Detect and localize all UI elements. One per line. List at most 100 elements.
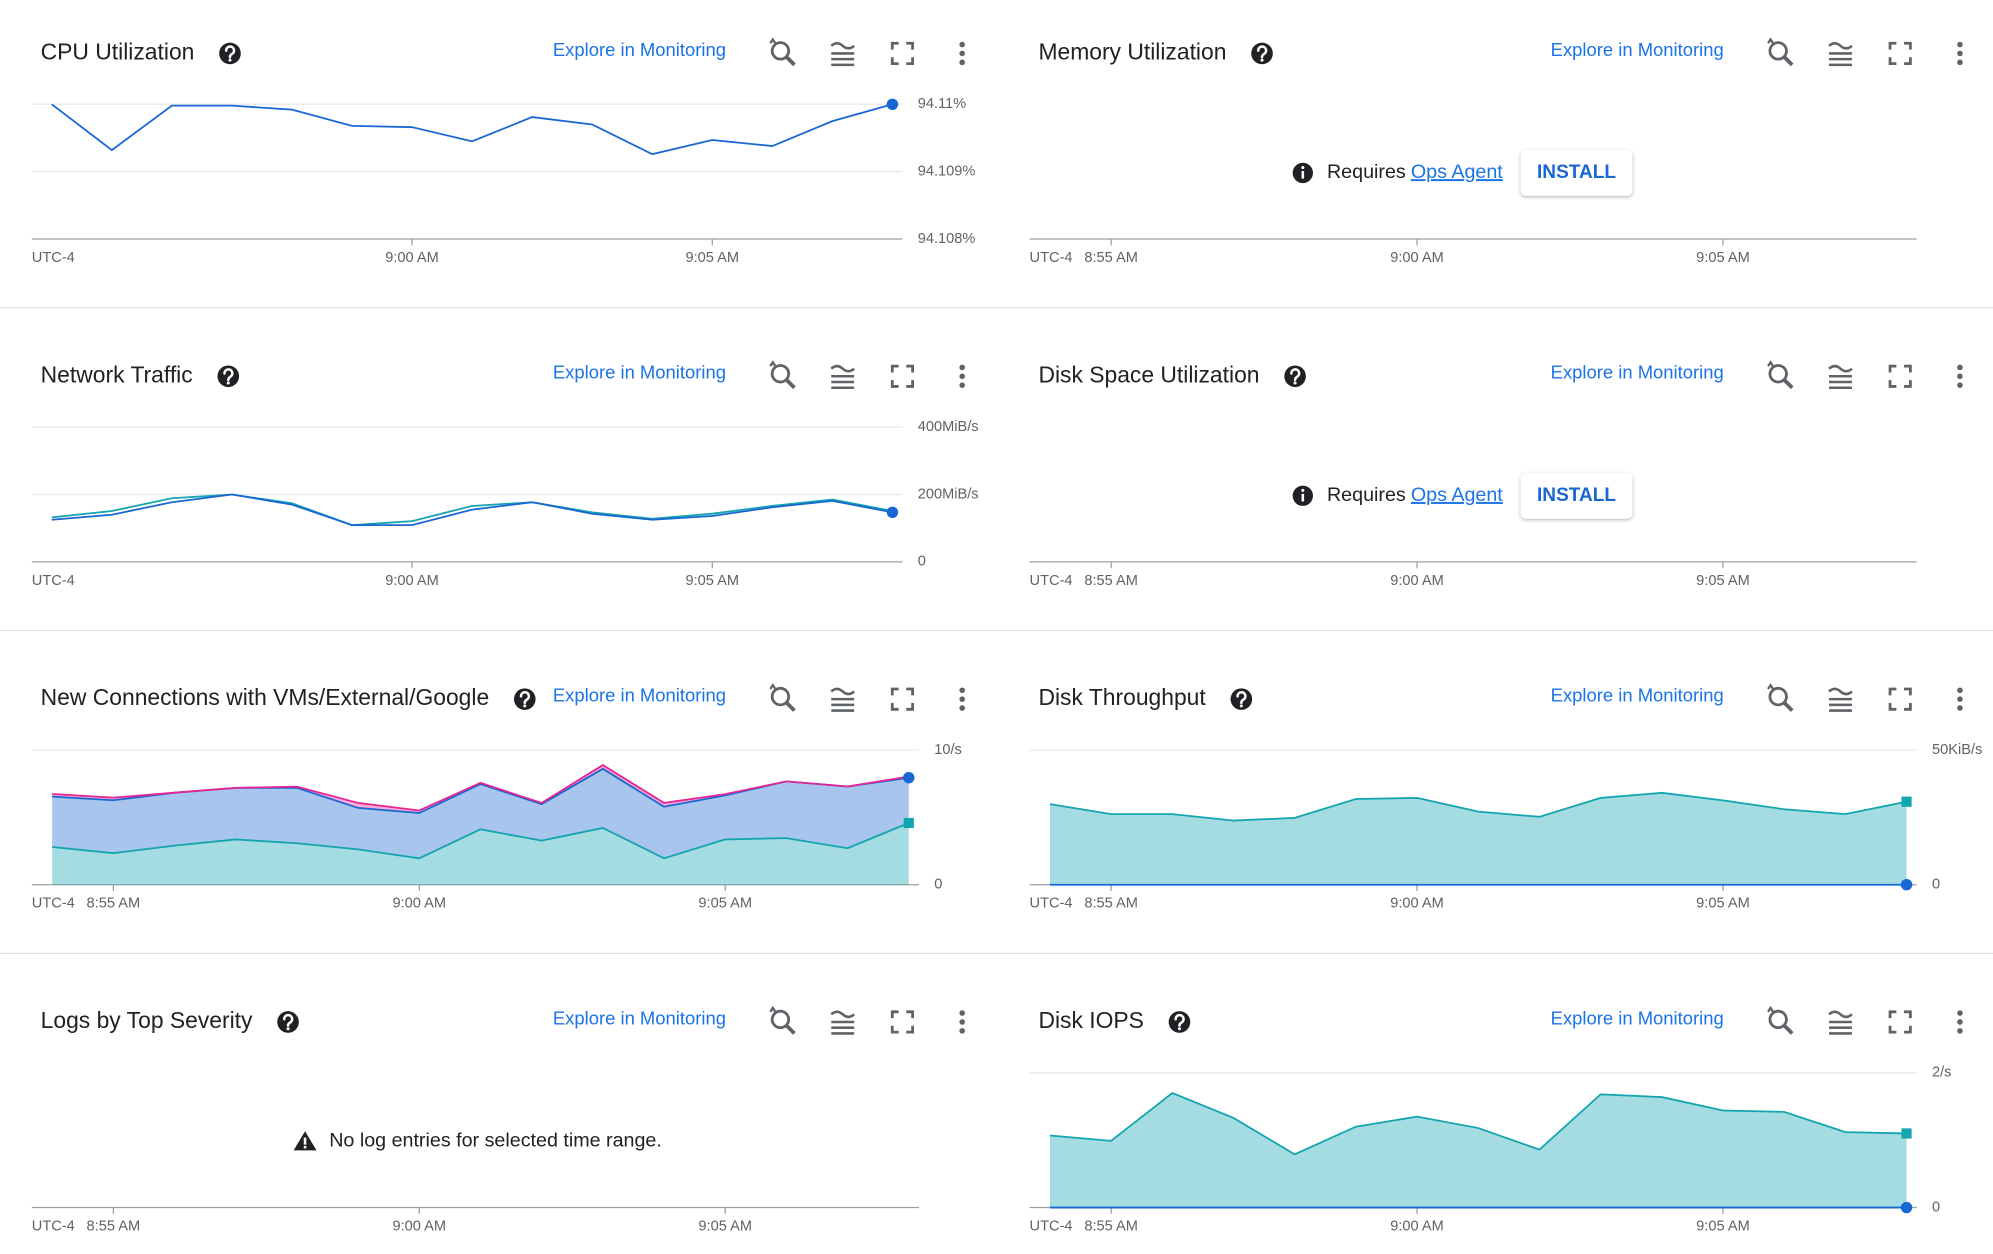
explore-link[interactable]: Explore in Monitoring [1551,684,1724,705]
panel-title: Disk Space Utilization [1038,361,1259,387]
help-circle [1230,688,1253,710]
icon-part [1888,364,1912,388]
fullscreen-icon[interactable] [1888,41,1912,66]
help-icon[interactable] [513,688,536,710]
explore-link[interactable]: Explore in Monitoring [1551,362,1724,383]
y-tick-label: 0 [1932,877,1940,893]
panel-title: Disk IOPS [1038,1007,1143,1033]
end-marker [1900,878,1913,891]
area [1049,792,1907,885]
help-dot [1293,381,1297,385]
legend-icon[interactable] [830,364,855,389]
icon-part [1782,55,1794,67]
fullscreen-icon[interactable] [890,1010,915,1034]
help-icon[interactable] [217,365,240,388]
panel-title: Network Traffic [41,361,193,387]
fullscreen-icon[interactable] [1888,687,1912,711]
notice-text: No log entries for selected time range. [329,1130,662,1152]
x-tick-label: 8:55 AM [1084,573,1138,589]
help-circle [277,1011,299,1033]
more-icon[interactable] [959,687,965,711]
icon-part [1957,50,1963,57]
panel-title: Memory Utilization [1038,38,1226,64]
zoom-reset-icon[interactable] [769,37,796,67]
end-marker [1900,1201,1913,1214]
legend-icon[interactable] [1828,42,1853,67]
explore-link[interactable]: Explore in Monitoring [553,362,726,383]
end-marker [886,506,899,519]
legend-icon[interactable] [830,42,855,67]
fullscreen-icon[interactable] [1888,1010,1912,1034]
button-label: INSTALL [1537,485,1616,506]
more-icon[interactable] [1957,687,1963,711]
legend-icon[interactable] [1828,687,1853,712]
install-button[interactable]: INSTALL [1520,150,1633,196]
explore-link[interactable]: Explore in Monitoring [1551,39,1724,60]
legend-icon[interactable] [830,687,855,712]
x-tick-label: 8:55 AM [87,1218,141,1234]
help-dot [1177,1027,1181,1031]
help-icon[interactable] [277,1011,299,1033]
y-tick-label: 94.109% [918,164,976,180]
icon-part [1957,1028,1963,1034]
icon-part [1957,382,1963,388]
zoom-reset-icon[interactable] [769,360,796,390]
icon-part [1767,360,1775,367]
ops-agent-link[interactable]: Ops Agent [1411,161,1503,183]
button-label: INSTALL [1537,162,1616,183]
help-icon[interactable] [1230,688,1253,710]
zoom-reset-icon[interactable] [1767,360,1794,390]
end-marker [1901,1128,1912,1139]
icon-part [1828,364,1853,389]
fullscreen-icon[interactable] [890,364,915,388]
zoom-reset-icon[interactable] [1767,683,1794,712]
fullscreen-icon[interactable] [890,687,915,711]
icon-part [959,1010,965,1016]
icon-part [830,1010,855,1035]
explore-link[interactable]: Explore in Monitoring [553,684,726,705]
icon-part [890,1010,915,1034]
y-tick-label: 2/s [1932,1065,1952,1081]
icon-part [959,41,965,48]
legend-icon[interactable] [1828,1010,1853,1035]
help-glyph [519,691,531,704]
panel-title: New Connections with VMs/External/Google [41,684,490,710]
explore-link[interactable]: Explore in Monitoring [553,39,726,60]
more-icon[interactable] [959,1010,965,1034]
help-icon[interactable] [1168,1011,1191,1033]
fullscreen-icon[interactable] [890,41,915,66]
help-circle [219,42,241,65]
icon-part [959,50,965,57]
icon-part [1957,41,1963,48]
more-icon[interactable] [1957,364,1963,388]
ops-agent-link[interactable]: Ops Agent [1411,484,1503,506]
zoom-reset-icon[interactable] [1767,37,1794,67]
explore-link[interactable]: Explore in Monitoring [553,1007,726,1028]
legend-icon[interactable] [1828,364,1853,389]
help-icon[interactable] [1284,365,1306,388]
icon-part [890,364,915,388]
help-icon[interactable] [1251,42,1273,65]
icon-part [830,42,855,67]
zoom-reset-icon[interactable] [769,683,796,712]
x-tick-label: 9:05 AM [685,573,739,589]
help-dot [1239,704,1243,708]
more-icon[interactable] [1957,1010,1963,1034]
legend-icon[interactable] [830,1010,855,1035]
x-tick-label: 9:00 AM [392,896,446,912]
more-icon[interactable] [959,364,965,388]
more-icon[interactable] [959,41,965,66]
install-button[interactable]: INSTALL [1520,472,1633,519]
icon-part [1888,1010,1912,1034]
explore-link[interactable]: Explore in Monitoring [1551,1007,1724,1028]
zoom-reset-icon[interactable] [1767,1005,1794,1035]
y-tick-label: 94.108% [918,231,976,247]
icon-part [785,1024,796,1035]
fullscreen-icon[interactable] [1888,364,1912,388]
zoom-reset-icon[interactable] [769,1005,796,1035]
help-icon[interactable] [219,42,241,65]
icon-part [770,686,791,707]
icon-part [769,360,777,367]
more-icon[interactable] [1957,41,1963,66]
help-dot [523,704,527,708]
